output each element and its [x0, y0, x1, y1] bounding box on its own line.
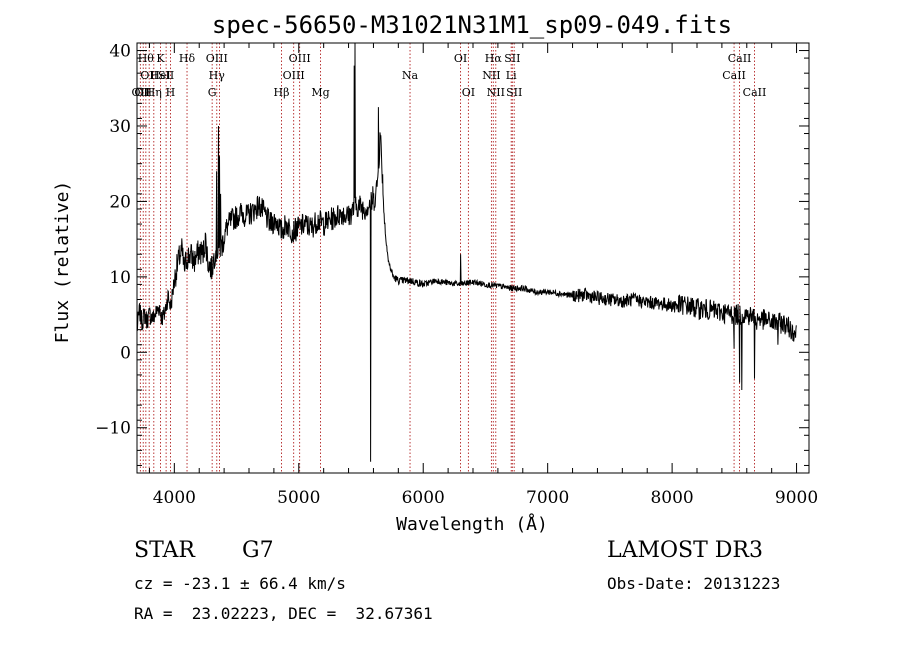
y-tick-label: 40	[109, 42, 131, 62]
y-axis-label: Flux (relative)	[52, 181, 73, 344]
spectral-line-label: Na	[402, 69, 419, 82]
x-axis-label: Wavelength (Å)	[396, 513, 548, 535]
spectral-line-label: HeI	[150, 69, 170, 82]
x-tick-label: 5000	[277, 488, 320, 508]
spectral-line-label: OII	[140, 69, 158, 82]
spectral-line-label: K	[156, 52, 165, 65]
x-tick-label: 9000	[775, 488, 818, 508]
plot-frame	[136, 42, 810, 474]
spectrum-series-line	[136, 42, 797, 462]
redshift-velocity: cz = -23.1 ± 66.4 km/s	[134, 574, 346, 593]
spectral-line-label: OI	[454, 52, 467, 65]
x-tick-label: 4000	[153, 488, 196, 508]
spectral-line-label: H	[166, 86, 176, 99]
y-tick-label: 30	[109, 117, 131, 137]
spectral-line-label: Hα	[485, 52, 503, 65]
object-subclass: G7	[242, 538, 274, 563]
spectral-line-label: CaII	[728, 52, 752, 65]
spectral-line-label: OIII	[283, 69, 305, 82]
spectral-line-label: Hγ	[209, 69, 226, 82]
x-tick-label: 6000	[402, 488, 445, 508]
survey-name: LAMOST DR3	[607, 538, 763, 563]
y-tick-label: 20	[109, 192, 131, 212]
spectral-line-label: OI	[462, 86, 475, 99]
spectral-line-label: SII	[504, 52, 520, 65]
spectral-line-label: Hβ	[274, 86, 290, 99]
spectral-line-label: OIII	[289, 52, 311, 65]
y-tick-label: 0	[120, 343, 131, 363]
spectral-line-label: NII	[487, 86, 505, 99]
y-tick-label: 10	[109, 268, 131, 288]
x-axis: 4000 5000 6000 7000 8000 9000	[148, 43, 818, 508]
coordinates: RA = 23.02223, DEC = 32.67361	[134, 604, 433, 623]
x-tick-label: 8000	[650, 488, 693, 508]
spectral-line-label: Hη	[146, 86, 162, 99]
y-axis: −10 0 10 20 30 40	[95, 42, 809, 466]
spectral-line-label: OII	[134, 86, 152, 99]
spectral-line-label: CaII	[743, 86, 767, 99]
spectral-line-label: OIII	[206, 52, 228, 65]
spectral-line-label: Hθ	[138, 52, 155, 65]
object-class: STAR	[134, 538, 195, 563]
spectral-line-label: CaII	[722, 69, 746, 82]
spectral-line-label: G	[208, 86, 217, 99]
spectral-line-label: Hδ	[179, 52, 196, 65]
spectral-line-label: OII	[132, 86, 150, 99]
y-tick-label: −10	[95, 419, 131, 439]
chart-title: spec-56650-M31021N31M1_sp09-049.fits	[212, 11, 732, 39]
spectral-line-label: SII	[158, 69, 174, 82]
spectral-line-label: Li	[506, 69, 517, 82]
spectral-line-markers	[139, 43, 755, 473]
spectral-line-label: SII	[506, 86, 522, 99]
spectral-line-labels: OIIOIIHθOIIHηKHeISIIHHδGOIIIHγHβOIIIOIII…	[132, 52, 767, 99]
spectral-line-label: NII	[482, 69, 500, 82]
spectral-line-label: Mg	[311, 86, 329, 99]
x-tick-label: 7000	[526, 488, 569, 508]
observation-date: Obs-Date: 20131223	[607, 574, 781, 593]
